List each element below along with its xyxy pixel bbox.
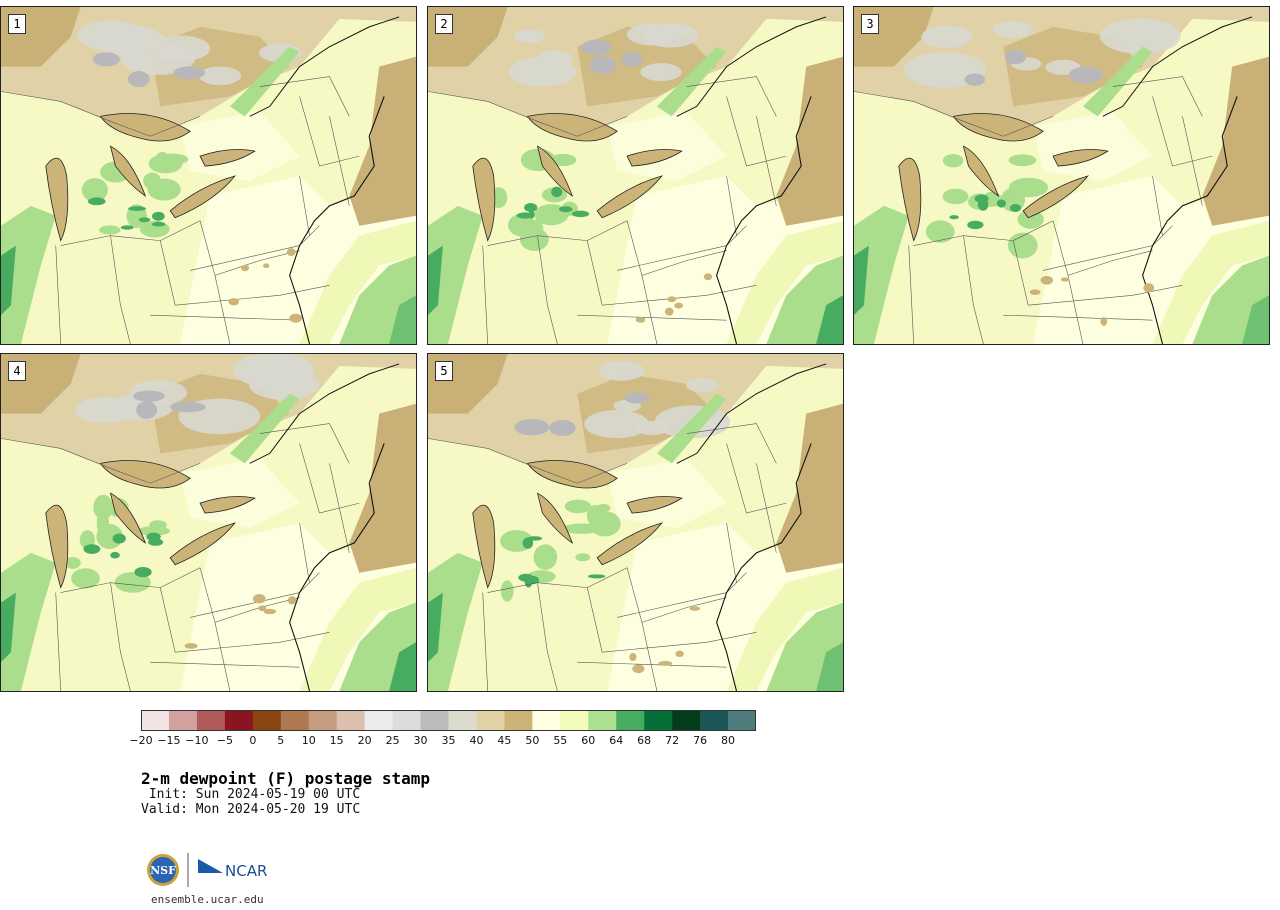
colorbar-swatch [308,710,337,731]
panel-label: 5 [435,361,453,381]
init-time: Init: Sun 2024-05-19 00 UTC [141,787,361,802]
map-panel-3: 3 [853,6,1270,345]
colorbar-tick-label: −20 [129,734,153,747]
colorbar-tick-label: 45 [497,734,512,747]
colorbar-tick-label: 80 [721,734,736,747]
map-panel-2: 2 [427,6,844,345]
colorbar-swatch [392,710,421,731]
colorbar-tick-label: 15 [329,734,344,747]
dewpoint-map [1,7,416,344]
colorbar-swatch [504,710,533,731]
colorbar-tick-label: −15 [157,734,181,747]
colorbar-tick-label: 76 [693,734,708,747]
colorbar-swatch [252,710,282,731]
nsf-ncar-logo: NSF NCAR [147,853,267,887]
colorbar-swatch [420,710,449,731]
colorbar-swatch [616,710,645,731]
dewpoint-map [428,7,843,344]
colorbar-tick-label: −5 [216,734,233,747]
colorbar-swatch [280,710,310,731]
chart-title: 2-m dewpoint (F) postage stamp [141,769,430,788]
colorbar-tick-label: 55 [553,734,568,747]
colorbar-swatch [364,710,393,731]
panel-label: 4 [8,361,26,381]
colorbar [141,710,756,731]
colorbar-tick-label: −10 [185,734,209,747]
map-panel-1: 1 [0,6,417,345]
colorbar-tick-label: 68 [637,734,652,747]
colorbar-swatch [728,710,756,731]
colorbar-swatch [476,710,505,731]
colorbar-swatch [336,710,365,731]
map-panel-5: 5 [427,353,844,692]
dewpoint-map [854,7,1269,344]
colorbar-ticks: −20 −15 −10 −5 0 5 10 15 20 25 30 35 40 45 50 55 60 64 68 7… [120,734,800,750]
colorbar-swatch [560,710,589,731]
colorbar-swatch [672,710,701,731]
colorbar-tick-label: 5 [277,734,285,747]
colorbar-tick-label: 72 [665,734,680,747]
colorbar-swatch [532,710,561,731]
colorbar-tick-label: 25 [385,734,400,747]
colorbar-tick-label: 0 [249,734,257,747]
colorbar-tick-label: 64 [609,734,624,747]
valid-time: Valid: Mon 2024-05-20 19 UTC [141,802,361,817]
colorbar-swatch [196,710,226,731]
panel-label: 1 [8,14,26,34]
colorbar-swatch [224,710,254,731]
colorbar-tick-label: 60 [581,734,596,747]
colorbar-tick-label: 20 [357,734,372,747]
panel-label: 2 [435,14,453,34]
colorbar-tick-label: 10 [301,734,316,747]
colorbar-swatch [168,710,198,731]
panel-label: 3 [861,14,879,34]
site-url: ensemble.ucar.edu [151,893,264,906]
ncar-logo-text: NCAR [225,862,267,880]
colorbar-swatch [448,710,477,731]
colorbar-tick-label: 30 [413,734,428,747]
nsf-logo-text: NSF [150,864,176,877]
colorbar-tick-label: 35 [441,734,456,747]
colorbar-tick-label: 40 [469,734,484,747]
map-panel-4: 4 [0,353,417,692]
colorbar-swatch [141,710,170,731]
colorbar-tick-label: 50 [525,734,540,747]
dewpoint-map [1,354,416,691]
colorbar-swatch [700,710,729,731]
colorbar-swatch [644,710,673,731]
colorbar-swatch [588,710,617,731]
dewpoint-map [428,354,843,691]
